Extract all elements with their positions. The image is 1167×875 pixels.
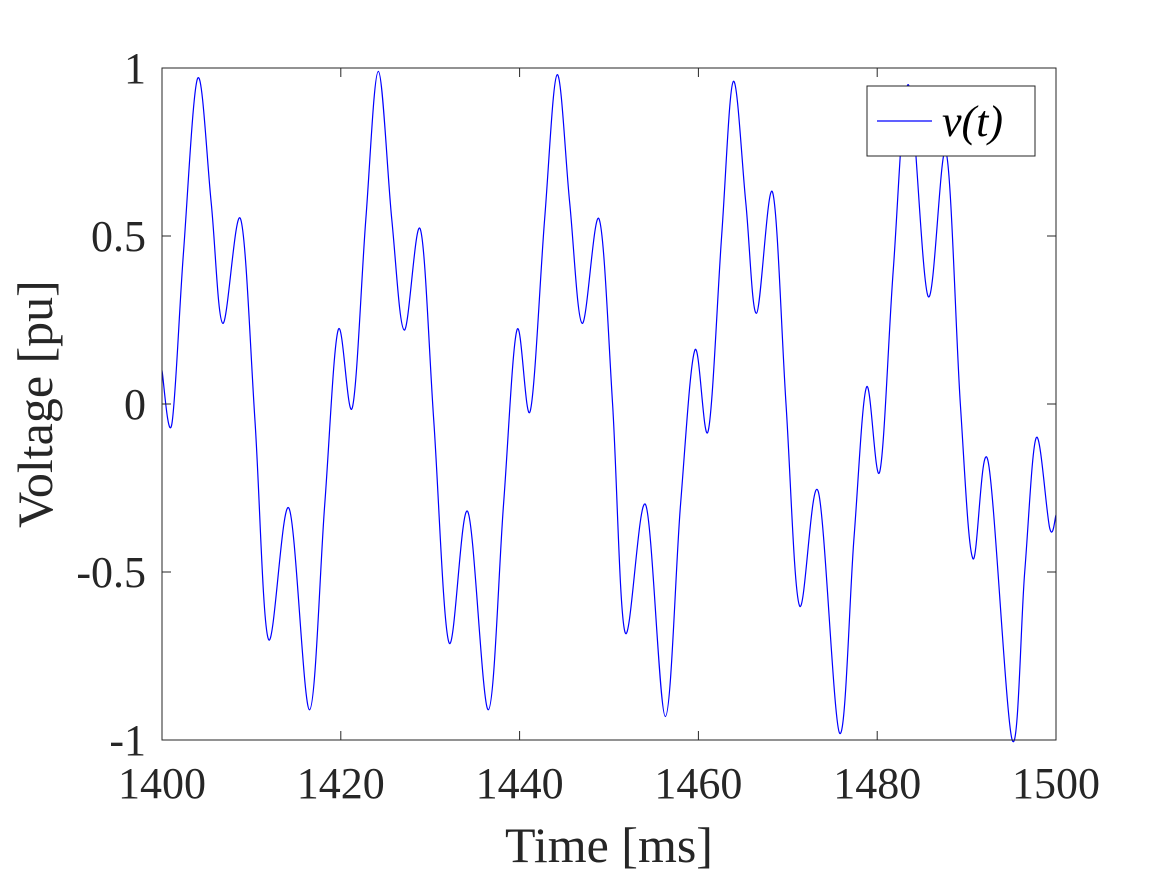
- legend-label-v-t: v(t): [942, 97, 1003, 146]
- x-tick-label: 1500: [1012, 759, 1100, 808]
- y-tick-label: 0: [124, 380, 146, 429]
- y-tick-label: 0.5: [91, 212, 146, 261]
- ticks-layer: 1400 1420 1440 1460 1480 1500 -1 -0.5 0 0.5 1: [76, 44, 1100, 808]
- x-tick-label: 1460: [654, 759, 742, 808]
- x-tick-label: 1420: [297, 759, 385, 808]
- legend: v(t): [866, 85, 1036, 157]
- x-tick-label: 1400: [118, 759, 206, 808]
- plot-area-background: [162, 68, 1056, 740]
- y-tick-label: 1: [124, 44, 146, 93]
- x-axis-title: Time [ms]: [505, 817, 713, 873]
- x-tick-label: 1440: [476, 759, 564, 808]
- y-tick-label: -0.5: [76, 548, 146, 597]
- x-tick-label: 1480: [833, 759, 921, 808]
- y-axis-title: Voltage [pu]: [7, 280, 63, 528]
- y-tick-label: -1: [109, 716, 146, 765]
